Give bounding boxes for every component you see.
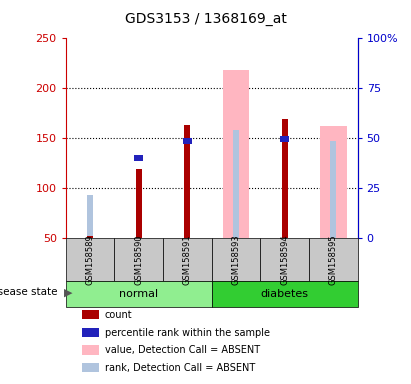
Bar (114, 238, 163, 281)
Bar (185, 125, 190, 238)
Bar (183, 138, 192, 144)
Text: GSM158595: GSM158595 (329, 234, 338, 285)
Text: GSM158594: GSM158594 (280, 234, 289, 285)
Bar (212, 281, 358, 307)
Text: value, Detection Call = ABSENT: value, Detection Call = ABSENT (105, 345, 260, 355)
Text: normal: normal (119, 289, 158, 299)
Text: GDS3153 / 1368169_at: GDS3153 / 1368169_at (125, 12, 286, 25)
Text: GSM158591: GSM158591 (183, 234, 192, 285)
Text: rank, Detection Call = ABSENT: rank, Detection Call = ABSENT (105, 363, 255, 373)
Text: ▶: ▶ (64, 287, 72, 297)
Bar (87, 195, 93, 238)
Bar (87, 236, 93, 238)
Bar (66, 281, 212, 307)
Bar (320, 126, 346, 238)
Text: GSM158590: GSM158590 (134, 234, 143, 285)
Bar (280, 136, 289, 142)
Text: GSM158593: GSM158593 (231, 234, 240, 285)
Text: diabetes: diabetes (261, 289, 309, 299)
Bar (136, 169, 142, 238)
Text: count: count (105, 310, 132, 320)
Bar (233, 130, 239, 238)
Bar (282, 119, 288, 238)
Bar (260, 238, 309, 281)
Bar (163, 238, 212, 281)
Bar (66, 238, 114, 281)
Bar (223, 70, 249, 238)
Bar (330, 141, 336, 238)
Bar (134, 155, 143, 161)
Bar (212, 238, 260, 281)
Bar (309, 238, 358, 281)
Text: percentile rank within the sample: percentile rank within the sample (105, 328, 270, 338)
Text: GSM158589: GSM158589 (85, 234, 95, 285)
Text: disease state: disease state (0, 287, 58, 297)
